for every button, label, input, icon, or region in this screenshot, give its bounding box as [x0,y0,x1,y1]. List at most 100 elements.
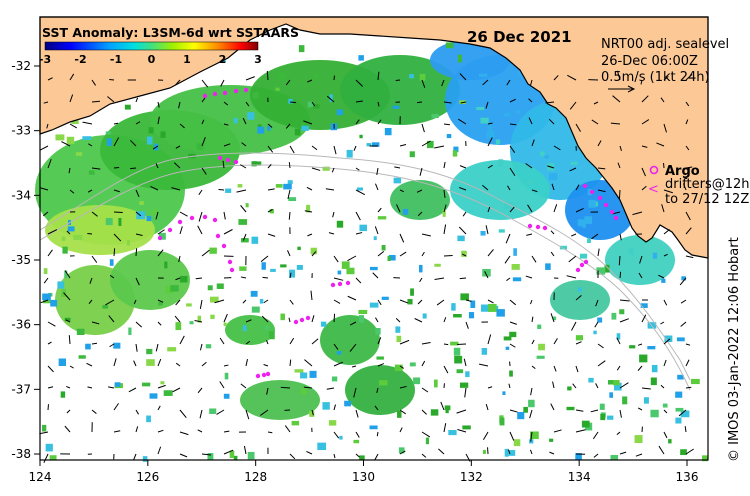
sst-pixel [158,232,166,240]
current-vector [619,145,622,152]
current-vector [311,167,321,171]
current-vector [465,299,472,302]
sst-pixel [359,224,367,232]
current-vector [531,365,536,370]
current-vector [595,299,599,307]
current-vector [436,299,445,306]
sst-pixel [336,109,343,116]
colorbar-tick-label: 2 [219,53,227,66]
sst-pixel [317,442,327,451]
current-vector [69,189,75,194]
sst-pixel [301,125,309,131]
sst-pixel [456,369,464,374]
sst-pixel [577,287,582,292]
current-vector [267,164,272,169]
current-vector [135,97,139,103]
current-vector [640,79,643,85]
sst-pixel [339,435,343,440]
x-tick-label: 124 [29,470,52,484]
sst-pixel [446,134,452,139]
sst-pixel [395,326,401,333]
current-vector [616,337,621,345]
current-vector [685,166,693,169]
sst-pixel [55,134,65,141]
current-vector [179,226,183,235]
current-vector [47,229,58,235]
current-vector [399,385,407,389]
drifter-label-line-2: to 27/12 12Z [665,192,749,207]
colorbar-title: SST Anomaly: L3SM-6d wrt SSTAARS [42,25,299,40]
current-vector [616,70,621,81]
current-vector [260,409,269,416]
sst-pixel [410,288,414,296]
sst-pixel [470,300,476,308]
sst-pixel [396,335,402,343]
current-vector [267,123,273,128]
sst-pixel [521,182,525,186]
sst-pixel [503,336,512,341]
current-vector [531,316,534,323]
current-vector [355,232,363,235]
current-vector [641,167,646,177]
current-vector [685,386,692,389]
drifter-track-point [177,219,183,225]
sst-patch [225,315,275,345]
current-vector [129,139,137,147]
sst-patch [240,380,320,420]
sst-pixel [64,270,68,279]
sst-pixel [575,335,583,341]
sst-pixel [495,139,501,145]
sst-pixel [508,450,516,456]
sst-pixel [570,161,578,165]
sst-pixel [384,127,392,136]
sst-pixel [613,380,620,386]
current-vector [547,165,555,169]
sst-pixel [381,296,389,300]
sst-pixel [167,347,177,352]
current-vector [47,77,53,81]
sst-pixel [113,342,121,349]
current-vector [289,272,292,279]
current-vector [372,272,379,279]
credit-text: © IMOS 03-Jan-2022 12:06 Hobart [727,237,742,462]
current-vector [399,144,407,147]
current-vector [591,233,599,240]
sst-pixel [280,313,285,321]
sst-pixel [675,391,683,398]
current-vector [198,189,203,196]
current-vector [421,453,427,458]
sst-pixel [476,106,485,111]
current-vector [47,386,54,389]
current-vector [288,162,291,169]
sst-pixel [652,252,658,259]
drifter-label-line-1: drifters@12h [665,177,750,192]
current-vector [550,313,555,323]
current-vector [568,255,577,263]
drifter-track-point [582,183,588,189]
current-vector [545,101,555,104]
current-vector [174,79,181,86]
current-vector [641,95,649,103]
map-plot-area [35,16,709,464]
x-tick-label: 134 [568,470,591,484]
sst-pixel [250,290,258,297]
current-vector [355,189,366,196]
drifter-track-point [583,259,589,265]
sst-pixel [296,264,303,270]
current-vector [637,407,643,411]
latitude-axis: -32 -33 -34 -35 -36 -37 -38 [11,59,40,461]
current-vector [172,387,181,393]
current-vector [236,189,247,193]
sst-pixel [451,303,456,311]
sst-pixel [247,112,255,120]
current-vector [288,317,291,323]
current-vector [47,321,56,327]
current-vector [421,140,431,147]
current-vector [443,123,450,126]
current-vector [417,211,423,217]
sst-pixel [453,314,462,318]
current-vector [201,137,206,147]
current-vector [597,360,606,367]
sst-pixel [504,448,509,457]
current-vector [113,403,119,411]
